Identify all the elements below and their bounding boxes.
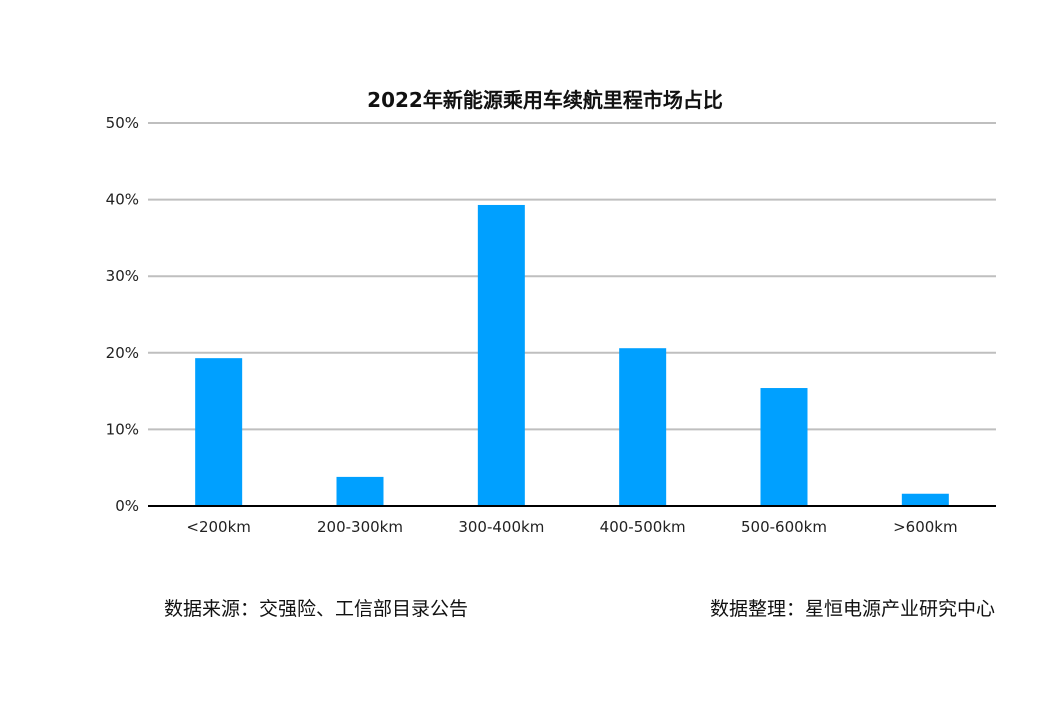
bars <box>195 204 949 506</box>
bar <box>619 348 667 506</box>
x-tick-label: 400-500km <box>600 518 686 536</box>
bar <box>336 476 384 506</box>
y-tick-label: 0% <box>115 497 139 515</box>
gridlines <box>148 122 996 431</box>
x-tick-label: <200km <box>186 518 251 536</box>
y-tick-label: 30% <box>106 267 139 285</box>
data-compiler-note: 数据整理：星恒电源产业研究中心 <box>709 598 995 620</box>
bar <box>901 493 949 506</box>
bar <box>477 204 525 506</box>
x-tick-label: >600km <box>893 518 958 536</box>
x-tick-label: 300-400km <box>458 518 544 536</box>
x-tick-label: 200-300km <box>317 518 403 536</box>
data-source-note: 数据来源：交强险、工信部目录公告 <box>164 598 469 620</box>
x-axis-tick-labels: <200km 200-300km 300-400km 400-500km 500-600… <box>186 518 957 536</box>
y-tick-label: 20% <box>106 344 139 362</box>
y-axis-tick-labels: 0% 10% 20% 30% 40% 50% <box>106 114 139 515</box>
y-tick-label: 50% <box>106 114 139 132</box>
y-tick-label: 40% <box>106 191 139 209</box>
chart-title: 2022年新能源乘用车续航里程市场占比 <box>367 88 723 112</box>
bar <box>195 358 243 506</box>
bar <box>760 388 808 506</box>
y-tick-label: 10% <box>106 420 139 438</box>
x-tick-label: 500-600km <box>741 518 827 536</box>
